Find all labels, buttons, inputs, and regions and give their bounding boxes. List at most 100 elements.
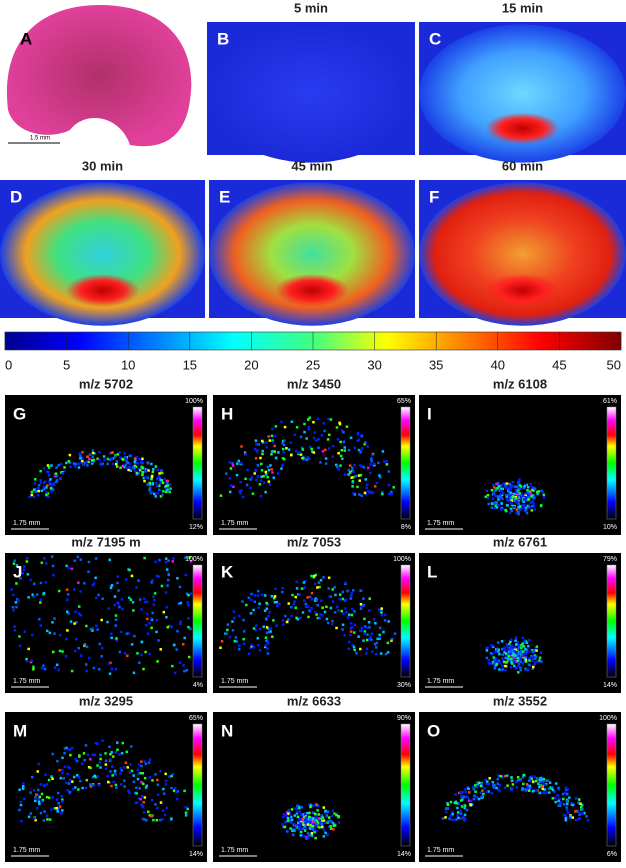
ms-pixel <box>322 576 325 579</box>
ms-pixel <box>510 484 514 488</box>
ms-pixel <box>266 642 270 645</box>
ms-pixel <box>323 821 327 825</box>
ms-pixel <box>126 461 130 465</box>
ms-pixel <box>311 450 314 453</box>
ms-pixel <box>507 658 510 661</box>
ms-pixel <box>27 647 30 651</box>
ms-pixel <box>242 630 246 633</box>
ms-pixel <box>496 649 500 653</box>
ms-pixel <box>311 825 315 828</box>
ms-pixel <box>508 494 511 497</box>
ms-pixel <box>525 641 529 644</box>
ms-pixel <box>525 492 528 495</box>
ms-pixel <box>131 601 135 604</box>
ms-pixel <box>155 806 159 810</box>
ms-pixel <box>158 472 161 475</box>
ms-pixel <box>517 645 521 649</box>
ms-pixel <box>81 451 84 454</box>
ms-pixel <box>563 791 567 794</box>
ms-pixel <box>82 752 86 755</box>
ms-pixel <box>113 455 117 458</box>
ms-pixel <box>56 791 60 795</box>
ms-pixel <box>129 469 133 473</box>
ms-pixel <box>12 593 15 597</box>
ms-pixel <box>176 790 180 793</box>
ms-pixel <box>67 765 70 769</box>
ms-pixel <box>254 442 258 446</box>
ms-pixel <box>187 617 190 620</box>
ms-pixel <box>338 421 341 425</box>
ms-pixel <box>250 476 254 479</box>
ms-pixel <box>80 461 83 464</box>
heatmap-tissue <box>419 24 626 163</box>
ms-pixel <box>539 776 542 780</box>
ms-pixel <box>37 788 40 792</box>
ms-pixel <box>463 806 466 810</box>
ms-pixel <box>514 488 518 492</box>
ms-pixel <box>338 593 342 596</box>
ms-pixel <box>535 645 539 648</box>
ms-pixel <box>541 780 545 784</box>
ms-pixel <box>289 453 293 457</box>
ms-pixel <box>53 617 56 620</box>
ms-pixel <box>164 484 168 488</box>
ms-pixel <box>266 603 269 606</box>
ms-pixel <box>368 597 371 600</box>
ms-pixel <box>137 467 141 471</box>
ms-pixel <box>33 488 36 491</box>
ms-pixel <box>495 502 499 505</box>
ms-pixel <box>38 617 41 621</box>
ms-pixel <box>541 787 545 791</box>
ms-pixel <box>347 613 351 616</box>
ms-pixel <box>524 658 528 661</box>
ms-pixel <box>38 802 41 806</box>
ms-pixel <box>113 595 117 598</box>
ms-pixel <box>475 781 478 784</box>
ms-pixel <box>565 806 568 809</box>
ms-pixel <box>32 668 35 671</box>
ms-pixel <box>307 803 311 807</box>
ms-pixel <box>49 487 53 490</box>
ms-pixel <box>116 741 119 744</box>
ms-pixel <box>359 603 363 606</box>
ms-pixel <box>270 434 274 438</box>
ms-pixel <box>238 644 241 647</box>
ms-pixel <box>92 458 96 462</box>
ms-pixel <box>182 664 185 667</box>
ms-pixel <box>166 584 169 587</box>
ms-pixel <box>307 457 310 460</box>
ms-pixel <box>288 811 291 814</box>
ms-pixel <box>146 632 150 635</box>
ms-pixel <box>152 467 155 471</box>
ms-pixel <box>237 647 241 651</box>
heatmap-tissue <box>207 24 415 163</box>
ms-pixel <box>296 821 300 824</box>
ms-pixel <box>356 485 359 489</box>
ms-pixel <box>93 753 97 757</box>
ms-pixel <box>536 490 539 494</box>
ms-pixel <box>226 628 229 632</box>
ms-pixel <box>150 814 153 818</box>
ms-pixel <box>150 477 153 481</box>
ms-pixel <box>60 812 63 815</box>
ms-pixel <box>581 812 584 815</box>
ms-pixel <box>98 458 101 461</box>
ms-pixel <box>106 457 110 461</box>
ms-pixel <box>489 662 493 665</box>
colorbar-tick-label: 15 <box>183 357 197 372</box>
ms-pixel <box>266 640 269 643</box>
ms-pixel <box>152 595 155 599</box>
ms-pixel <box>570 801 573 805</box>
ms-pixel <box>519 660 523 663</box>
ms-pixel <box>525 656 528 659</box>
ms-pixel <box>96 764 99 767</box>
panel-title: 30 min <box>82 158 123 173</box>
intensity-min: 30% <box>397 682 411 689</box>
ms-pixel <box>293 600 296 603</box>
ms-pixel <box>162 490 165 493</box>
ms-pixel <box>43 557 46 560</box>
ms-pixel <box>12 609 15 612</box>
ms-pixel <box>162 787 165 791</box>
ms-pixel <box>459 799 463 802</box>
ms-pixel <box>102 455 106 458</box>
